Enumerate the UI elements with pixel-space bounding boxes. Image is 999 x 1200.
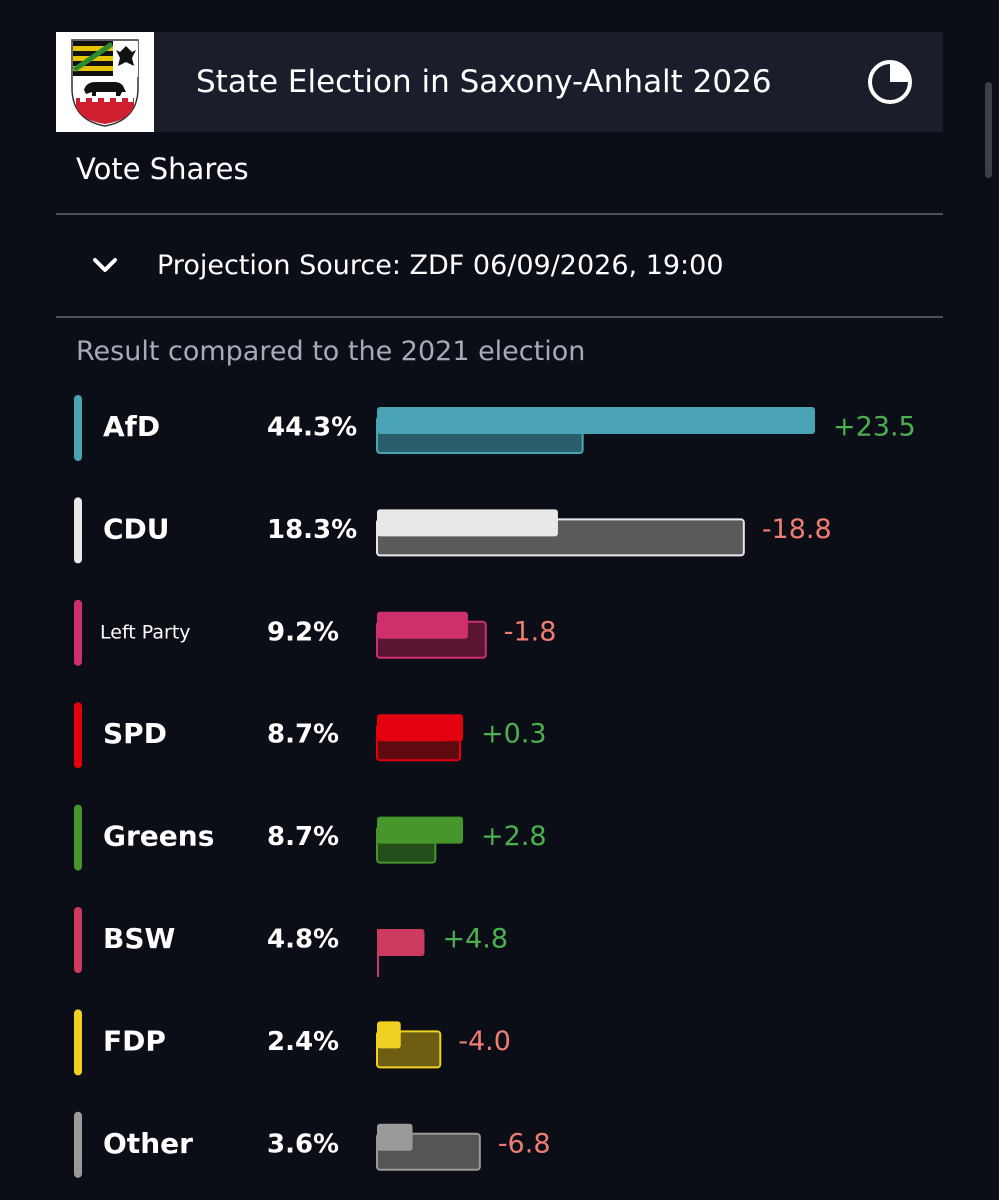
comparison-label: Result compared to the 2021 election (76, 336, 586, 367)
party-color-marker (74, 1009, 82, 1076)
current-result-bar (377, 1021, 401, 1049)
vote-share-label: 4.8% (267, 925, 339, 955)
change-label: +0.3 (481, 719, 547, 750)
party-color-marker (74, 497, 82, 564)
party-color-marker (74, 804, 82, 871)
party-label: FDP (103, 1024, 166, 1057)
party-label: Left Party (100, 621, 191, 643)
current-result-bar (377, 509, 558, 537)
change-label: -1.8 (504, 616, 557, 647)
coat-of-arms-icon (56, 32, 154, 132)
current-result-bar (377, 929, 425, 956)
page-title: State Election in Saxony-Anhalt 2026 (196, 64, 772, 100)
projection-source-toggle[interactable]: Projection Source: ZDF 06/09/2026, 19:00 (56, 216, 943, 316)
pie-chart-icon[interactable] (866, 58, 914, 106)
header-bar: State Election in Saxony-Anhalt 2026 (56, 32, 943, 132)
section-title: Vote Shares (76, 152, 249, 186)
vote-share-label: 2.4% (267, 1027, 339, 1057)
change-label: +23.5 (833, 412, 916, 443)
party-label: AfD (103, 410, 160, 443)
current-result-bar (377, 1123, 413, 1151)
party-label: BSW (103, 922, 176, 955)
party-color-marker (74, 907, 82, 973)
party-label: Other (103, 1127, 193, 1160)
vote-share-label: 8.7% (267, 822, 339, 852)
party-label: Greens (103, 820, 214, 853)
current-result-bar (377, 407, 815, 434)
party-color-marker (74, 1111, 82, 1178)
party-color-marker (74, 599, 82, 666)
current-result-bar (377, 714, 464, 742)
change-label: -18.8 (762, 514, 832, 545)
divider (56, 316, 943, 318)
current-result-bar (377, 816, 464, 844)
party-color-marker (74, 395, 82, 461)
chevron-down-icon[interactable] (92, 256, 118, 276)
change-label: -6.8 (498, 1128, 551, 1159)
change-label: +4.8 (442, 924, 508, 955)
change-label: +2.8 (481, 821, 547, 852)
vote-share-label: 9.2% (267, 617, 339, 647)
divider (56, 213, 943, 215)
vote-share-label: 18.3% (267, 515, 357, 545)
change-label: -4.0 (458, 1026, 511, 1057)
party-color-marker (74, 702, 82, 769)
scrollbar[interactable] (985, 82, 992, 178)
vote-share-label: 3.6% (267, 1129, 339, 1159)
vote-share-label: 8.7% (267, 720, 339, 750)
projection-source-text: Projection Source: ZDF 06/09/2026, 19:00 (157, 250, 724, 281)
party-label: CDU (103, 512, 170, 545)
vote-share-label: 44.3% (267, 413, 357, 443)
party-label: SPD (103, 717, 167, 750)
current-result-bar (377, 611, 468, 639)
